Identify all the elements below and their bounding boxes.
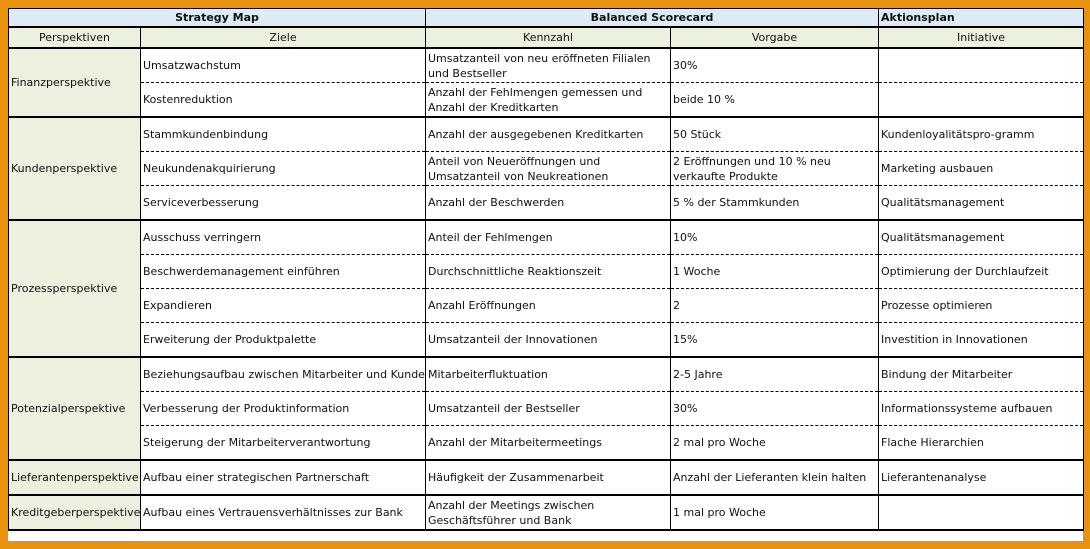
initiative-cell: Kundenloyalitätspro-gramm <box>878 116 1084 152</box>
balanced-scorecard-header: Balanced Scorecard <box>425 8 879 28</box>
scorecard-sheet: Strategy Map Balanced Scorecard Aktionsp… <box>8 8 1084 541</box>
balanced-scorecard-table: Strategy Map Balanced Scorecard Aktionsp… <box>8 8 1084 531</box>
strategy-map-header: Strategy Map <box>8 8 426 28</box>
col-header-perspektiven: Perspektiven <box>8 26 141 49</box>
table-row: Prozessperspektive Ausschuss verringern An… <box>8 219 1084 358</box>
vorgabe-cell: 1 Woche <box>670 254 879 289</box>
vorgabe-cell: 5 % der Stammkunden <box>670 185 879 221</box>
initiative-cell <box>878 47 1084 83</box>
ziel-cell: Ausschuss verringern <box>140 219 426 255</box>
col-header-kennzahl: Kennzahl <box>425 26 671 49</box>
kennzahl-cell: Mitarbeiterfluktuation <box>425 356 671 392</box>
perspective-cell: Finanzperspektive <box>8 47 141 118</box>
initiative-cell: Flache Hierarchien <box>878 425 1084 461</box>
kennzahl-cell: Umsatzanteil der Bestseller <box>425 391 671 426</box>
col-header-ziele: Ziele <box>140 26 426 49</box>
kennzahl-cell: Anteil der Fehlmengen <box>425 219 671 255</box>
table-row: Expandieren Anzahl Eröffnungen 2 Prozesse o… <box>9 288 1084 323</box>
vorgabe-cell: 2-5 Jahre <box>670 356 879 392</box>
initiative-cell: Investition in Innovationen <box>878 322 1084 358</box>
vorgabe-cell: 1 mal pro Woche <box>670 494 879 531</box>
vorgabe-cell: 2 Eröffnungen und 10 % neu verkaufte Pro… <box>670 151 879 186</box>
table-row: Verbesserung der Produktinformation Umsat… <box>9 391 1084 426</box>
table-row: Serviceverbesserung Anzahl der Beschwerde… <box>9 185 1084 221</box>
kennzahl-cell: Anzahl der Meetings zwischen Geschäftsfü… <box>425 494 671 531</box>
table-row: Erweiterung der Produktpalette Umsatzante… <box>9 322 1084 358</box>
table-row: Kostenreduktion Anzahl der Fehlmengen gem… <box>9 82 1084 118</box>
vorgabe-cell: 50 Stück <box>670 116 879 152</box>
initiative-cell: Qualitätsmanagement <box>878 185 1084 221</box>
scorecard-body: Finanzperspektive Umsatzwachstum Umsatzant… <box>8 47 1084 531</box>
ziel-cell: Aufbau eines Vertrauensverhältnisses zur… <box>140 494 426 531</box>
ziel-cell: Umsatzwachstum <box>140 47 426 83</box>
initiative-cell: Prozesse optimieren <box>878 288 1084 323</box>
vorgabe-cell: beide 10 % <box>670 82 879 118</box>
kennzahl-cell: Anzahl Eröffnungen <box>425 288 671 323</box>
header-row-sections: Strategy Map Balanced Scorecard Aktionsp… <box>8 8 1084 28</box>
initiative-cell: Qualitätsmanagement <box>878 219 1084 255</box>
ziel-cell: Neukundenakquirierung <box>140 151 426 186</box>
initiative-cell: Informationssysteme aufbauen <box>878 391 1084 426</box>
ziel-cell: Serviceverbesserung <box>140 185 426 221</box>
initiative-cell: Lieferantenanalyse <box>878 459 1084 496</box>
kennzahl-cell: Umsatzanteil der Innovationen <box>425 322 671 358</box>
col-header-vorgabe: Vorgabe <box>670 26 879 49</box>
kennzahl-cell: Anzahl der ausgegebenen Kreditkarten <box>425 116 671 152</box>
col-header-initiative: Initiative <box>878 26 1084 49</box>
kennzahl-cell: Anzahl der Mitarbeitermeetings <box>425 425 671 461</box>
kennzahl-cell: Anzahl der Fehlmengen gemessen und Anzah… <box>425 82 671 118</box>
kennzahl-cell: Durchschnittliche Reaktionszeit <box>425 254 671 289</box>
perspective-cell: Lieferantenperspektive <box>8 459 141 496</box>
initiative-cell <box>878 82 1084 118</box>
perspective-cell: Kreditgeberperspektive <box>8 494 141 531</box>
ziel-cell: Stammkundenbindung <box>140 116 426 152</box>
kennzahl-cell: Anteil von Neueröffnungen und Umsatzante… <box>425 151 671 186</box>
perspective-cell: Potenzialperspektive <box>8 356 141 461</box>
initiative-cell: Marketing ausbauen <box>878 151 1084 186</box>
table-row: Beschwerdemanagement einführen Durchschni… <box>9 254 1084 289</box>
table-row: Kundenperspektive Stammkundenbindung Anzah… <box>8 116 1084 221</box>
table-row: Kreditgeberperspektive Aufbau eines Vertr… <box>8 494 1084 531</box>
vorgabe-cell: Anzahl der Lieferanten klein halten <box>670 459 879 496</box>
kennzahl-cell: Anzahl der Beschwerden <box>425 185 671 221</box>
vorgabe-cell: 10% <box>670 219 879 255</box>
vorgabe-cell: 30% <box>670 47 879 83</box>
ziel-cell: Erweiterung der Produktpalette <box>140 322 426 358</box>
vorgabe-cell: 30% <box>670 391 879 426</box>
aktionsplan-header: Aktionsplan <box>878 8 1084 28</box>
initiative-cell: Optimierung der Durchlaufzeit <box>878 254 1084 289</box>
ziel-cell: Kostenreduktion <box>140 82 426 118</box>
table-row: Steigerung der Mitarbeiterverantwortung A… <box>9 425 1084 461</box>
initiative-cell <box>878 494 1084 531</box>
vorgabe-cell: 2 <box>670 288 879 323</box>
perspective-cell: Prozessperspektive <box>8 219 141 358</box>
ziel-cell: Expandieren <box>140 288 426 323</box>
table-row: Neukundenakquirierung Anteil von Neueröff… <box>9 151 1084 186</box>
table-row: Lieferantenperspektive Aufbau einer strat… <box>8 459 1084 496</box>
vorgabe-cell: 15% <box>670 322 879 358</box>
kennzahl-cell: Häufigkeit der Zusammenarbeit <box>425 459 671 496</box>
ziel-cell: Verbesserung der Produktinformation <box>140 391 426 426</box>
ziel-cell: Beschwerdemanagement einführen <box>140 254 426 289</box>
initiative-cell: Bindung der Mitarbeiter <box>878 356 1084 392</box>
table-row: Finanzperspektive Umsatzwachstum Umsatzant… <box>8 47 1084 118</box>
table-row: Potenzialperspektive Beziehungsaufbau zwi… <box>8 356 1084 461</box>
ziel-cell: Beziehungsaufbau zwischen Mitarbeiter un… <box>140 356 426 392</box>
header-row-columns: Perspektiven Ziele Kennzahl Vorgabe Init… <box>8 26 1084 49</box>
ziel-cell: Aufbau einer strategischen Partnerschaft <box>140 459 426 496</box>
ziel-cell: Steigerung der Mitarbeiterverantwortung <box>140 425 426 461</box>
kennzahl-cell: Umsatzanteil von neu eröffneten Filialen… <box>425 47 671 83</box>
perspective-cell: Kundenperspektive <box>8 116 141 221</box>
vorgabe-cell: 2 mal pro Woche <box>670 425 879 461</box>
